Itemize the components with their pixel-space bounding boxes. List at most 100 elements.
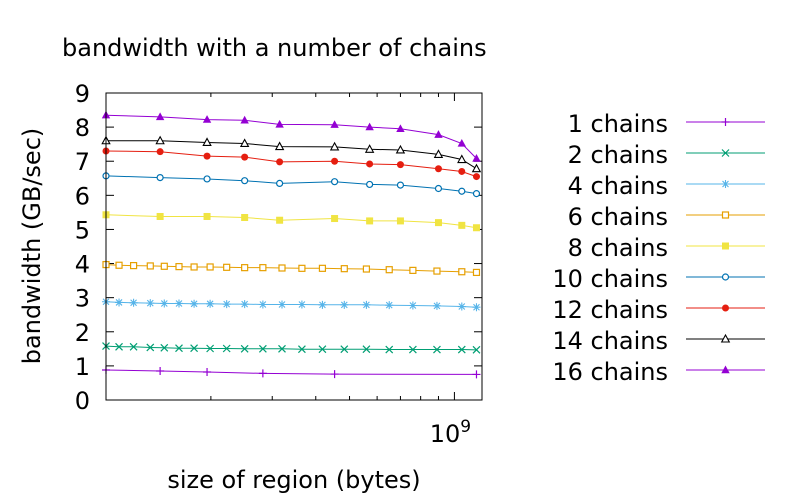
data-point [366,180,374,189]
data-point [146,343,155,352]
series-8 [101,135,482,173]
data-point [155,112,165,121]
data-point [115,261,123,269]
data-point [276,179,284,187]
data-point [362,300,371,309]
series-line [105,345,477,351]
y-tick-label: 5 [75,216,90,244]
data-point [203,152,211,160]
data-point [146,262,154,270]
data-point [434,219,442,227]
data-point [129,298,138,307]
data-point [202,115,212,123]
legend-marker [721,149,730,157]
legend-label: 12 chains [552,296,668,324]
data-point [409,266,417,274]
data-point [340,265,348,273]
data-point [385,345,394,354]
data-point [458,221,466,229]
x-tick-label: 109 [430,417,471,448]
legend-marker [721,211,730,219]
data-point [156,212,164,220]
data-point [472,268,481,277]
data-point [364,144,375,153]
data-point [156,173,164,182]
legend-label: 1 chains [568,110,668,138]
data-point [206,263,214,271]
data-point [331,157,339,165]
data-point [203,368,212,377]
data-point [258,344,267,353]
data-point [129,342,138,351]
data-point [472,224,480,232]
legend-label: 14 chains [552,327,668,355]
series-1 [102,365,481,379]
y-tick-label: 1 [75,353,90,381]
data-point [203,212,211,220]
y-tick-label: 9 [75,80,90,108]
legend-label: 16 chains [552,358,668,386]
y-tick-label: 0 [75,387,90,415]
data-point [472,173,480,181]
legend-item: 16 chains [552,358,765,386]
data-point [408,301,417,310]
data-point [457,138,466,147]
data-point [433,149,444,158]
data-point [156,367,165,376]
series-2 [102,342,481,354]
series-7 [102,147,480,181]
data-point [366,217,374,225]
data-point [472,345,481,354]
data-point [259,264,267,272]
data-point [408,345,417,354]
data-point [258,369,267,378]
legend-label: 10 chains [552,265,668,293]
data-point [458,268,466,276]
data-point [362,265,371,273]
legend-item: 1 chains [568,110,765,138]
legend-marker [721,365,730,374]
legend-item: 6 chains [568,203,765,231]
data-point [457,302,466,311]
legend-item: 10 chains [552,265,765,293]
data-point [330,178,339,186]
legend-marker [721,118,730,126]
data-point [239,138,250,148]
data-point [396,161,404,169]
data-point [160,343,169,352]
y-tick-label: 2 [75,319,90,347]
y-tick-label: 3 [75,285,90,313]
data-point [318,345,327,354]
data-point [278,300,286,309]
data-point [155,135,165,145]
y-axis-ticks: 0 1 2 3 4 5 6 7 8 9 [75,80,482,415]
y-tick-label: 7 [75,148,90,176]
legend-item: 2 chains [568,141,765,169]
data-point [278,344,286,353]
data-point [330,120,339,128]
legend-label: 6 chains [568,203,668,231]
data-point [396,124,405,133]
data-point [241,177,249,185]
data-point [433,267,441,275]
data-point [175,344,183,353]
data-point [471,163,482,173]
legend-label: 2 chains [568,141,668,169]
legend-marker [722,242,729,250]
legend-marker [721,273,730,281]
data-point [434,130,443,138]
data-point [458,167,466,175]
data-point [241,264,249,272]
data-point [240,115,249,124]
data-point [276,216,284,224]
data-point [275,119,284,128]
x-axis-label: size of region (bytes) [167,466,420,494]
data-point [365,122,374,131]
data-point [472,153,481,162]
y-axis-label: bandwidth (GB/sec) [18,128,46,365]
data-point [457,154,467,164]
data-point [433,345,441,354]
legend-item: 14 chains [552,327,765,355]
data-point [115,342,123,351]
